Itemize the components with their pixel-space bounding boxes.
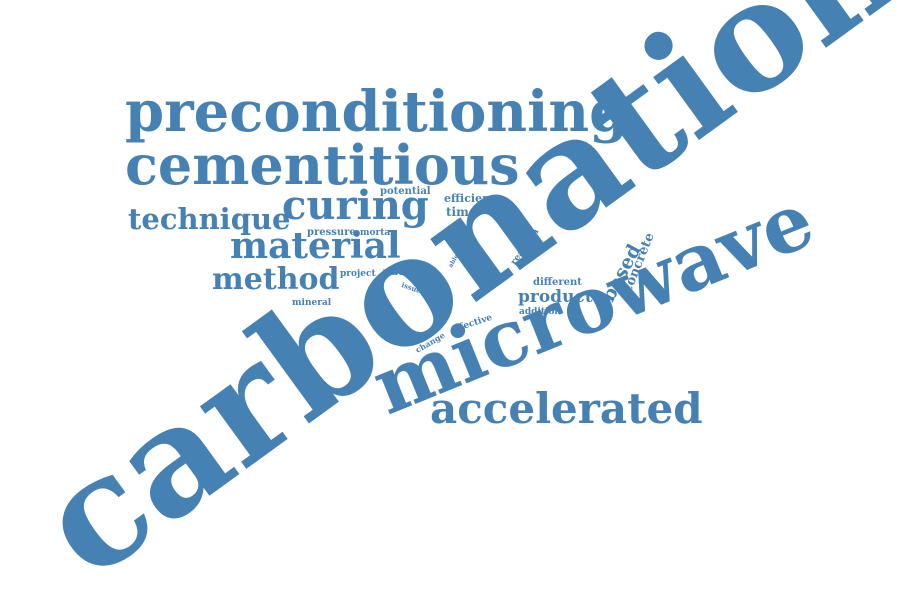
word-cloud: carbonation microwave preconditioning ce… bbox=[7, 0, 900, 612]
word-cementitious: cementitious bbox=[125, 133, 520, 197]
word-preconditioning: preconditioning bbox=[125, 79, 629, 145]
word-accelerated: accelerated bbox=[430, 384, 703, 433]
word-different: different bbox=[533, 277, 582, 288]
word-technique: technique bbox=[128, 202, 291, 236]
word-mineral: mineral bbox=[292, 298, 332, 308]
word-project: project bbox=[340, 269, 376, 279]
word-curing: curing bbox=[282, 182, 429, 229]
word-potential: potential bbox=[380, 186, 431, 197]
word-mortar: mortar bbox=[360, 228, 395, 238]
word-efficiency: efficiency bbox=[444, 192, 504, 205]
word-water: water bbox=[383, 267, 415, 278]
word-pressure: pressure bbox=[307, 227, 356, 238]
word-material: material bbox=[230, 225, 401, 267]
word-method: method bbox=[212, 262, 340, 297]
word-time: time bbox=[446, 205, 477, 219]
word-product: product bbox=[518, 287, 593, 307]
word-addition: addition bbox=[519, 307, 561, 317]
